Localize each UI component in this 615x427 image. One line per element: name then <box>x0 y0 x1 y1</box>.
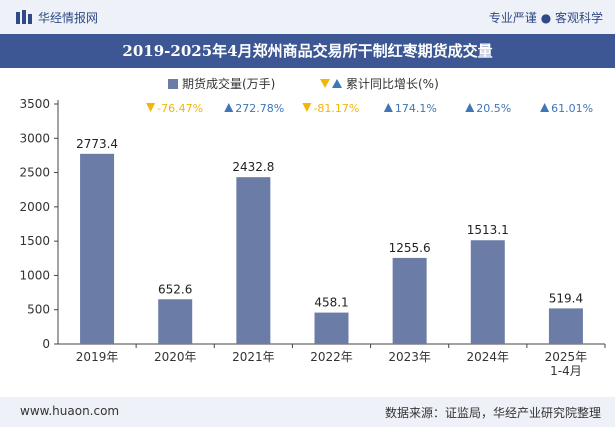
growth-label: -76.47% <box>157 102 203 115</box>
bar <box>158 299 193 344</box>
growth-label: 174.1% <box>395 102 437 115</box>
growth-arrow-up <box>383 103 393 112</box>
x-tick-label: 2019年 <box>76 350 119 364</box>
legend-marker-growth-up <box>332 79 342 88</box>
title-bar: 2019-2025年4月郑州商品交易所干制红枣期货成交量 <box>0 34 615 68</box>
growth-arrow-up <box>224 103 234 112</box>
growth-arrow-down <box>146 103 156 112</box>
bar-data-label: 1513.1 <box>467 223 509 237</box>
y-tick-label: 500 <box>27 303 50 317</box>
y-tick-label: 2000 <box>19 200 50 214</box>
legend-marker-growth-down <box>320 79 330 88</box>
growth-label: -81.17% <box>313 102 359 115</box>
x-tick-label: 2024年 <box>467 350 510 364</box>
growth-label: 61.01% <box>551 102 593 115</box>
y-tick-label: 2500 <box>19 166 50 180</box>
growth-arrow-down <box>302 103 312 112</box>
chart-marks: 2773.4 652.6 2432.8 458.1 1255.6 1513.1 519.4 -… <box>76 102 593 344</box>
legend: 期货成交量(万手) 累计同比增长(%) <box>168 76 439 91</box>
bar-data-label: 519.4 <box>549 291 583 305</box>
axes: 0 500 1000 1500 2000 2500 3000 3500 2019年 2020年 20… <box>19 97 606 378</box>
bar <box>80 153 115 344</box>
growth-label: 272.78% <box>235 102 284 115</box>
growth-label: 20.5% <box>476 102 511 115</box>
data-source: 数据来源：证监局，华经产业研究院整理 <box>384 406 601 420</box>
x-tick-label: 2022年 <box>310 350 353 364</box>
bar-data-label: 652.6 <box>158 282 192 296</box>
growth-arrow-up <box>540 103 550 112</box>
legend-label-growth: 累计同比增长(%) <box>346 77 439 91</box>
bar-data-label: 2773.4 <box>76 137 118 151</box>
y-tick-label: 1500 <box>19 234 50 248</box>
bar <box>470 240 505 344</box>
bar <box>548 308 583 344</box>
brand-name: 华经情报网 <box>38 11 99 25</box>
bar-data-label: 1255.6 <box>389 241 431 255</box>
chart-title: 2019-2025年4月郑州商品交易所干制红枣期货成交量 <box>122 42 493 60</box>
y-tick-label: 0 <box>42 337 50 351</box>
legend-label-volume: 期货成交量(万手) <box>182 76 275 91</box>
bar-data-label: 2432.8 <box>232 160 274 174</box>
tagline: 专业严谨 ● 客观科学 <box>488 11 603 25</box>
footer-bar: www.huaon.com 数据来源：证监局，华经产业研究院整理 <box>0 397 615 427</box>
bar <box>392 257 427 344</box>
growth-arrow-up <box>465 103 475 112</box>
bar <box>236 177 271 344</box>
header-bar: 华经情报网 专业严谨 ● 客观科学 <box>0 0 615 34</box>
bar <box>314 312 349 344</box>
bar-data-label: 458.1 <box>314 296 348 310</box>
legend-swatch-volume <box>168 79 178 89</box>
bar-chart: 期货成交量(万手) 累计同比增长(%) 0 500 1000 1500 2000 2500 3… <box>19 76 606 378</box>
x-tick-label: 2020年 <box>154 350 197 364</box>
y-tick-label: 3500 <box>19 97 50 111</box>
x-tick-label: 2023年 <box>388 350 431 364</box>
logo-icon <box>16 10 32 24</box>
y-tick-label: 3000 <box>19 131 50 145</box>
y-tick-label: 1000 <box>19 268 50 282</box>
x-tick-label: 1-4月 <box>550 364 582 378</box>
x-tick-label: 2021年 <box>232 350 275 364</box>
x-tick-label: 2025年 <box>545 350 588 364</box>
footer-url: www.huaon.com <box>20 404 120 418</box>
